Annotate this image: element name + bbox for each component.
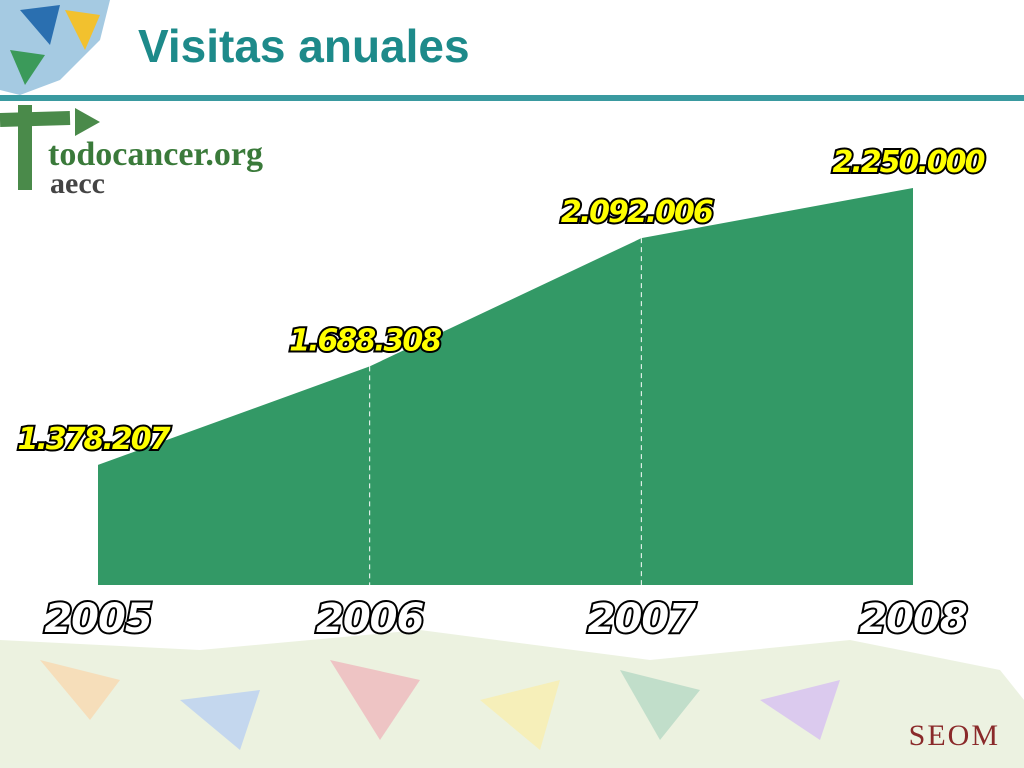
x-tick-label: 2007 [588, 596, 696, 642]
mosaic-decoration [0, 630, 1024, 768]
x-tick-label: 2006 [316, 596, 423, 642]
x-tick-label: 2008 [859, 596, 966, 642]
logo-name: todocancer.org [48, 136, 263, 173]
corner-mosaic [0, 0, 110, 95]
logo: todocancer.org aecc [0, 105, 263, 200]
value-label: 2.092.006 [561, 195, 713, 230]
logo-org: aecc [50, 167, 105, 200]
title-rule [0, 95, 1024, 101]
footer-logo: SEOM [909, 719, 1000, 752]
value-label: 1.378.207 [18, 422, 171, 457]
value-label: 1.688.308 [289, 323, 441, 358]
value-label: 2.250.000 [833, 145, 985, 180]
slide-title: Visitas anuales [138, 20, 470, 72]
area [98, 188, 913, 585]
x-tick-label: 2005 [44, 596, 151, 642]
